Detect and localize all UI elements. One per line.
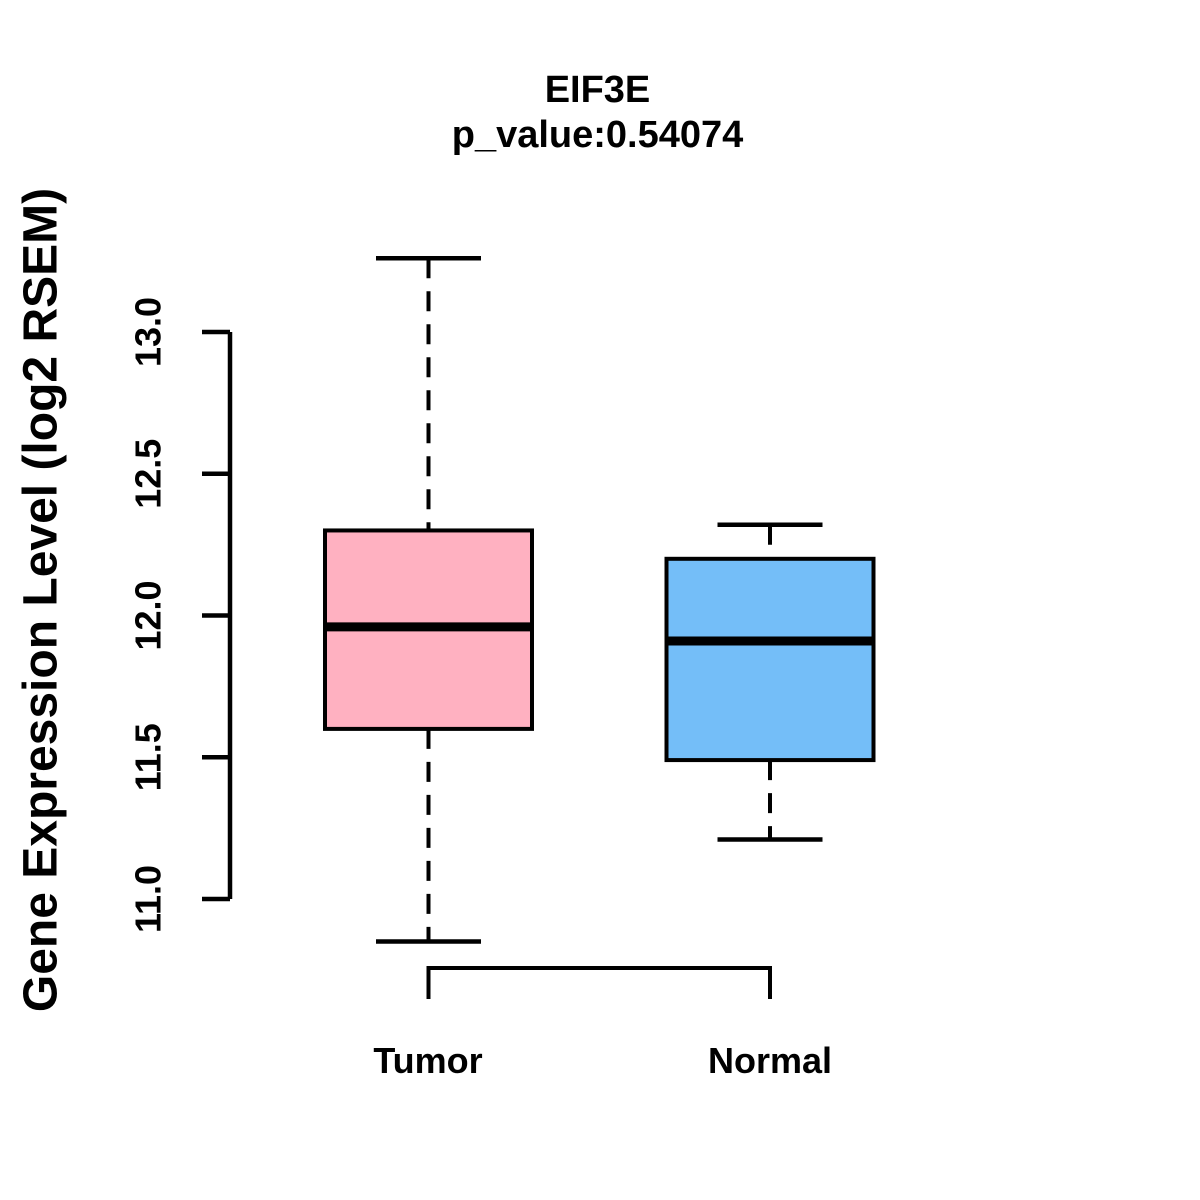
chart-subtitle-pvalue: p_value:0.54074 [451, 114, 744, 156]
y-axis-tick-label: 11.0 [128, 865, 169, 933]
x-axis-bracket [426, 966, 772, 999]
title-block: EIF3E p_value:0.54074 [230, 68, 965, 158]
y-axis-tick-label: 12.5 [128, 439, 169, 509]
y-axis-tick-label: 11.5 [128, 723, 169, 791]
chart-title: EIF3E [544, 69, 651, 111]
x-axis-label-tumor: Tumor [373, 1040, 483, 1081]
y-axis-tick-label: 13.0 [128, 297, 169, 367]
iqr-box-normal [664, 556, 876, 763]
y-axis-tick-label: 12.0 [128, 580, 169, 650]
x-axis-label-normal: Normal [707, 1040, 833, 1081]
